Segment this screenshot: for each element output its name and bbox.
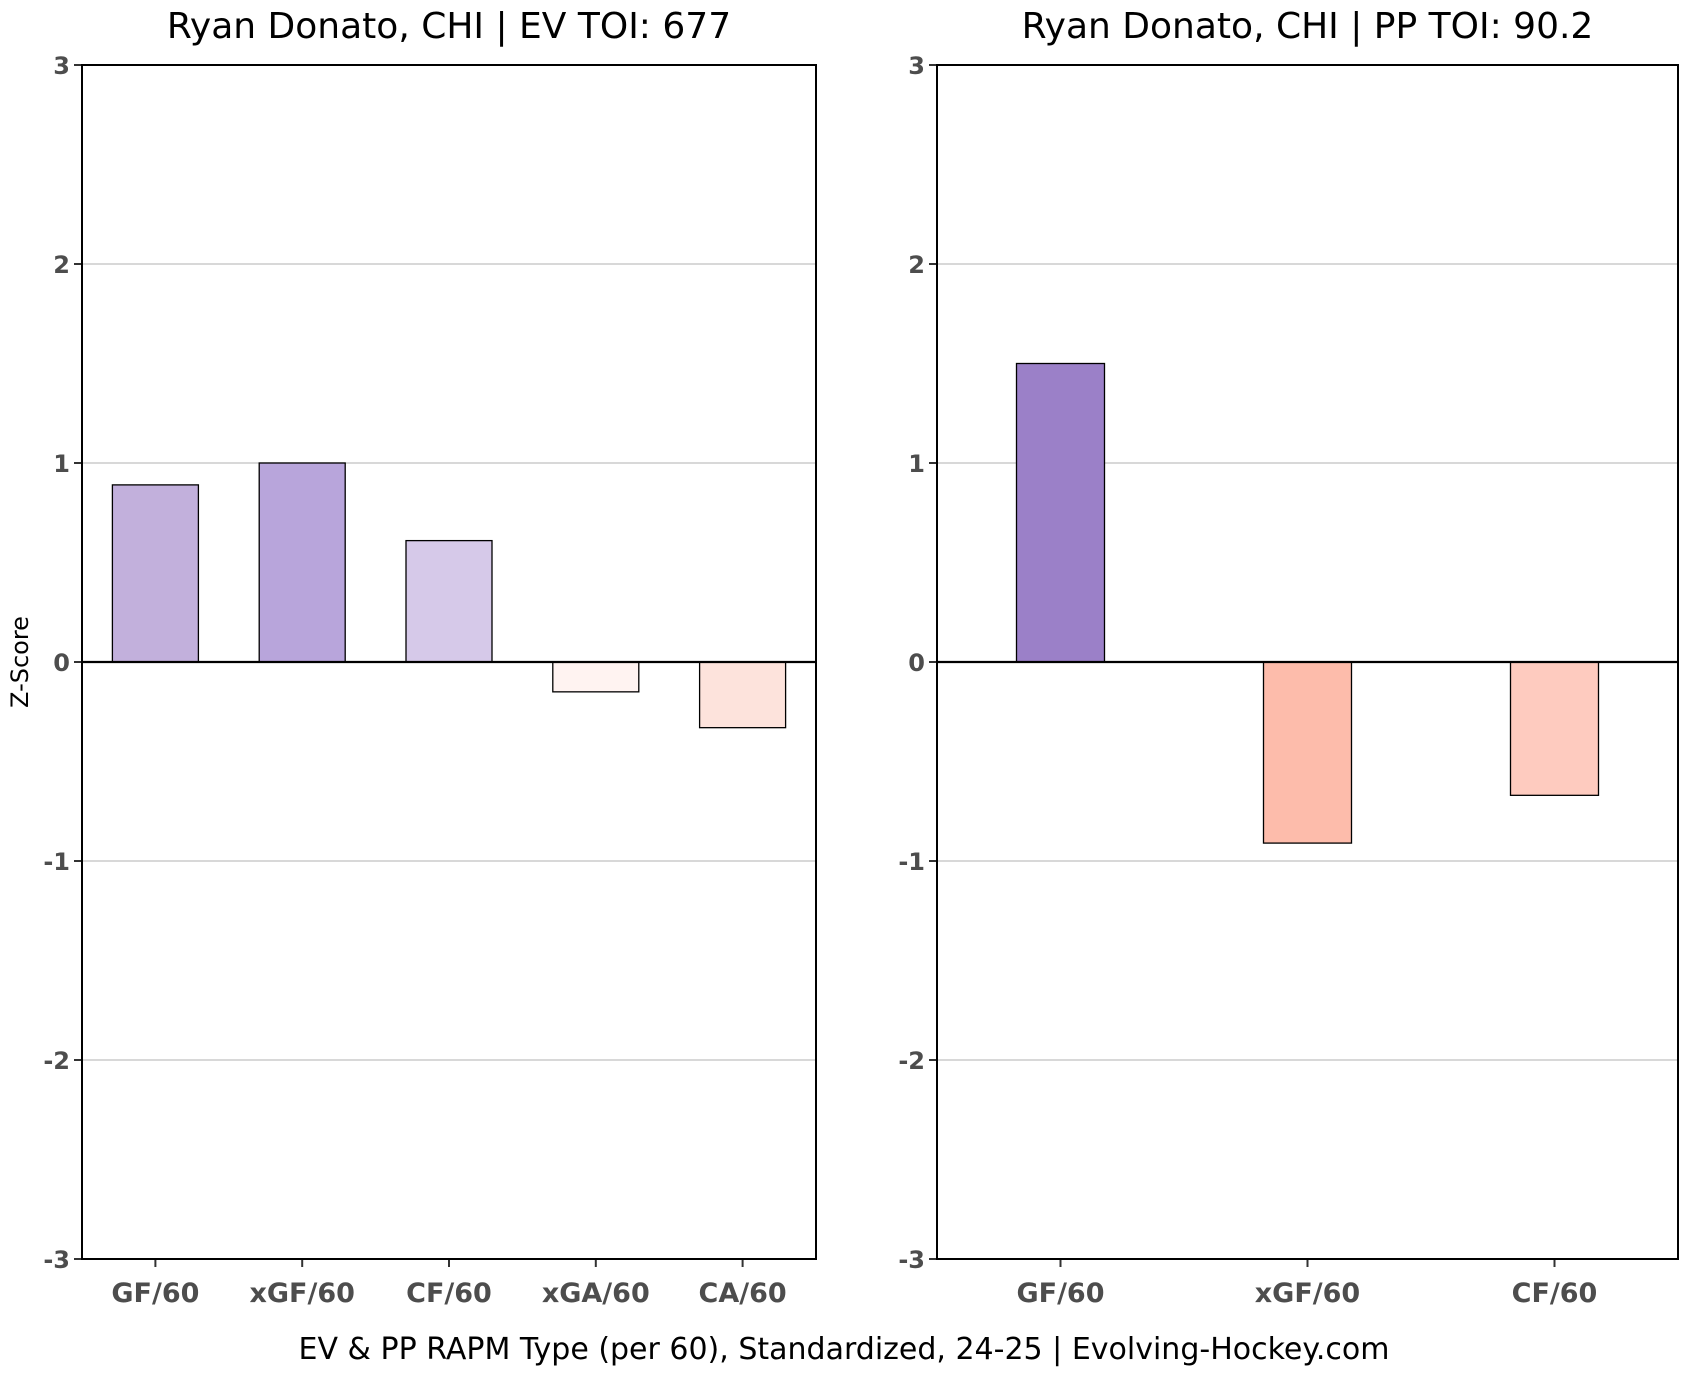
pp-y-tick-label: 3 [908,52,925,80]
ev-rapm-panel: Ryan Donato, CHI | EV TOI: 677 3 2 1 0 -1 -2 -3… [43,6,817,1309]
ev-y-tick-label: 1 [53,450,70,478]
ev-x-tick-label: GF/60 [111,1278,199,1309]
ev-panel-title: Ryan Donato, CHI | EV TOI: 677 [167,6,731,47]
ev-bar-xga-60 [552,661,640,693]
ev-x-tick-label: xGF/60 [249,1278,354,1309]
pp-panel-border [936,64,1679,1260]
pp-y-tick-label: -2 [898,1047,925,1075]
ev-x-tick-label: CA/60 [699,1278,787,1309]
pp-x-tick-label: GF/60 [1016,1278,1104,1309]
ev-bar-cf-60 [405,539,493,663]
pp-rapm-panel: Ryan Donato, CHI | PP TOI: 90.2 3 2 1 0 -1 -2 -… [898,6,1679,1309]
pp-bar-cf-60 [1509,661,1600,796]
pp-bar-xgf-60 [1262,661,1353,844]
pp-x-tick-label: xGF/60 [1255,1278,1360,1309]
pp-x-tick-label: CF/60 [1512,1278,1598,1309]
ev-panel-border [81,64,817,1260]
ev-y-tick-label: -1 [43,848,70,876]
ev-y-tick-label: 3 [53,52,70,80]
ev-y-tick-label: 0 [53,649,70,677]
ev-bar-xgf-60 [258,462,346,663]
chart-caption: EV & PP RAPM Type (per 60), Standardized… [299,1332,1390,1367]
ev-x-tick-label: CF/60 [406,1278,492,1309]
pp-y-tick-label: -1 [898,848,925,876]
pp-y-tick-label: -3 [898,1246,925,1274]
ev-y-tick-label: -2 [43,1047,70,1075]
pp-y-tick-label: 0 [908,649,925,677]
ev-bar-gf-60 [111,484,200,663]
pp-panel-title: Ryan Donato, CHI | PP TOI: 90.2 [1022,6,1594,47]
ev-y-tick-label: 2 [53,251,70,279]
pp-y-tick-label: 2 [908,251,925,279]
ev-x-tick-label: xGA/60 [542,1278,650,1309]
y-axis-label: Z-Score [6,616,34,708]
ev-bar-ca-60 [698,661,787,729]
pp-bar-gf-60 [1015,362,1106,663]
ev-y-tick-label: -3 [43,1246,70,1274]
pp-y-tick-label: 1 [908,450,925,478]
